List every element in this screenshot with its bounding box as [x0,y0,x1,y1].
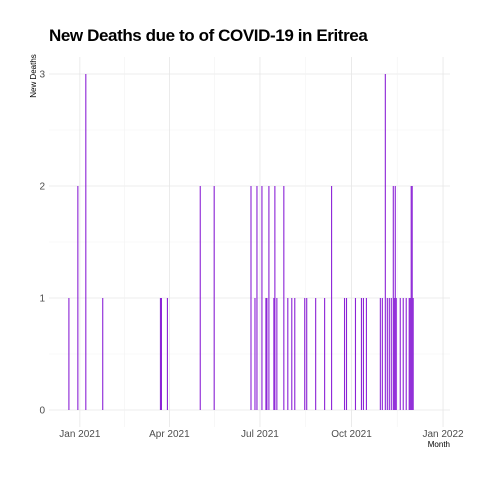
chart-title: New Deaths due to of COVID-19 in Eritrea [49,26,368,45]
bar [159,298,161,410]
bar [294,298,296,410]
bar [276,298,278,410]
bar [213,186,215,410]
y-tick-labels: 0 1 2 3 [39,70,45,417]
bar [68,298,70,410]
bar [399,298,401,410]
bar [304,298,306,410]
bar [354,298,357,410]
bar [405,298,407,410]
bar [287,298,289,410]
bar [388,298,390,410]
bar [343,298,346,410]
bar [250,186,252,410]
bar [379,298,381,410]
bar [395,298,397,410]
bar [408,298,410,410]
y-tick-label: 2 [39,182,45,193]
y-tick-label: 1 [39,294,45,305]
x-tick-label: Jan 2022 [422,429,464,440]
bar [402,298,404,410]
x-tick-label: Jul 2021 [241,429,279,440]
bar [199,186,201,410]
bar [268,186,270,410]
bar [306,298,308,410]
bar [274,186,276,410]
bar [291,298,293,410]
y-axis-title: New Deaths [29,54,38,98]
bar [273,298,275,410]
bar [386,298,388,410]
y-tick-label: 0 [39,406,45,417]
bar [392,186,394,410]
bar [261,186,263,410]
bar [365,298,367,410]
bar [394,186,396,410]
bar [362,298,364,410]
bar [254,298,256,410]
bar [266,298,268,410]
bar [393,298,395,410]
bar [331,186,333,410]
bar [256,186,258,410]
x-tick-label: Apr 2021 [149,429,190,440]
bar [324,298,326,410]
bar [265,298,267,410]
bar [360,298,362,410]
bar [166,298,168,410]
x-tick-labels: Jan 2021 Apr 2021 Jul 2021 Oct 2021 Jan 2022 [59,429,464,440]
x-tick-label: Jan 2021 [59,429,101,440]
y-tick-label: 3 [39,70,45,81]
bar [390,298,392,410]
x-tick-label: Oct 2021 [331,429,372,440]
bar [283,186,285,410]
bar [345,298,348,410]
bar [102,298,104,410]
x-axis-title: Month [428,440,450,449]
bar [411,186,413,410]
bar [85,74,87,410]
bars [68,74,414,410]
bar [412,298,414,410]
bar [315,298,317,410]
bar [384,74,386,410]
bar [409,298,411,410]
bar [381,298,383,410]
bar [410,186,412,410]
bar [160,298,162,410]
bar [77,186,79,410]
